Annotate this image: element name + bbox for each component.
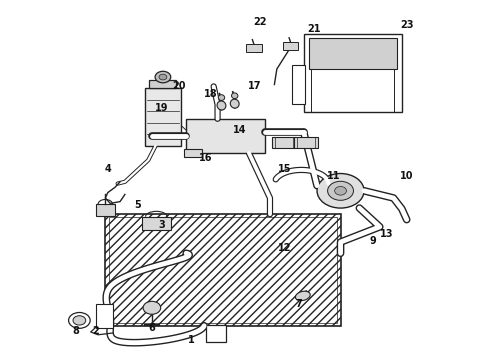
Text: 21: 21 bbox=[307, 24, 320, 34]
Bar bbox=[309, 38, 397, 69]
Bar bbox=[184, 149, 202, 157]
Text: 12: 12 bbox=[277, 243, 291, 253]
Ellipse shape bbox=[230, 99, 239, 108]
Circle shape bbox=[69, 312, 90, 328]
Text: 5: 5 bbox=[134, 200, 141, 210]
Bar bbox=[142, 217, 171, 230]
Circle shape bbox=[155, 71, 171, 83]
Circle shape bbox=[159, 74, 167, 80]
Text: 9: 9 bbox=[369, 236, 376, 246]
Text: 2: 2 bbox=[92, 326, 99, 336]
Bar bbox=[206, 325, 226, 342]
Bar bbox=[149, 80, 176, 88]
Bar bbox=[96, 204, 115, 216]
Bar bbox=[186, 119, 265, 153]
Text: 18: 18 bbox=[204, 89, 218, 99]
Text: 6: 6 bbox=[148, 323, 155, 333]
Circle shape bbox=[328, 181, 353, 200]
Circle shape bbox=[73, 316, 86, 325]
Bar bbox=[292, 65, 305, 104]
Ellipse shape bbox=[231, 93, 238, 99]
Bar bbox=[145, 88, 181, 146]
Ellipse shape bbox=[217, 101, 226, 110]
Text: 15: 15 bbox=[277, 164, 291, 174]
Text: 22: 22 bbox=[253, 17, 267, 27]
Text: 23: 23 bbox=[400, 20, 414, 30]
Ellipse shape bbox=[218, 95, 225, 100]
Bar bbox=[294, 137, 318, 148]
Text: 19: 19 bbox=[155, 103, 169, 113]
Text: 8: 8 bbox=[73, 326, 79, 336]
Bar bbox=[283, 42, 298, 50]
Text: 7: 7 bbox=[295, 299, 302, 309]
Bar bbox=[105, 214, 341, 326]
Circle shape bbox=[143, 301, 161, 314]
Bar bbox=[246, 44, 262, 52]
Text: 1: 1 bbox=[188, 335, 195, 345]
Text: 16: 16 bbox=[199, 153, 213, 163]
Bar bbox=[109, 217, 337, 323]
Text: 13: 13 bbox=[380, 229, 394, 239]
Bar bbox=[96, 304, 113, 328]
Text: 20: 20 bbox=[172, 81, 186, 91]
Text: 10: 10 bbox=[400, 171, 414, 181]
Text: 14: 14 bbox=[233, 125, 247, 135]
Text: 17: 17 bbox=[248, 81, 262, 91]
Bar bbox=[272, 137, 295, 148]
Bar bbox=[304, 34, 402, 112]
Ellipse shape bbox=[295, 291, 310, 301]
Circle shape bbox=[317, 174, 364, 208]
Text: 3: 3 bbox=[158, 220, 165, 230]
Text: 4: 4 bbox=[104, 164, 111, 174]
Text: 11: 11 bbox=[326, 171, 340, 181]
Circle shape bbox=[335, 186, 346, 195]
